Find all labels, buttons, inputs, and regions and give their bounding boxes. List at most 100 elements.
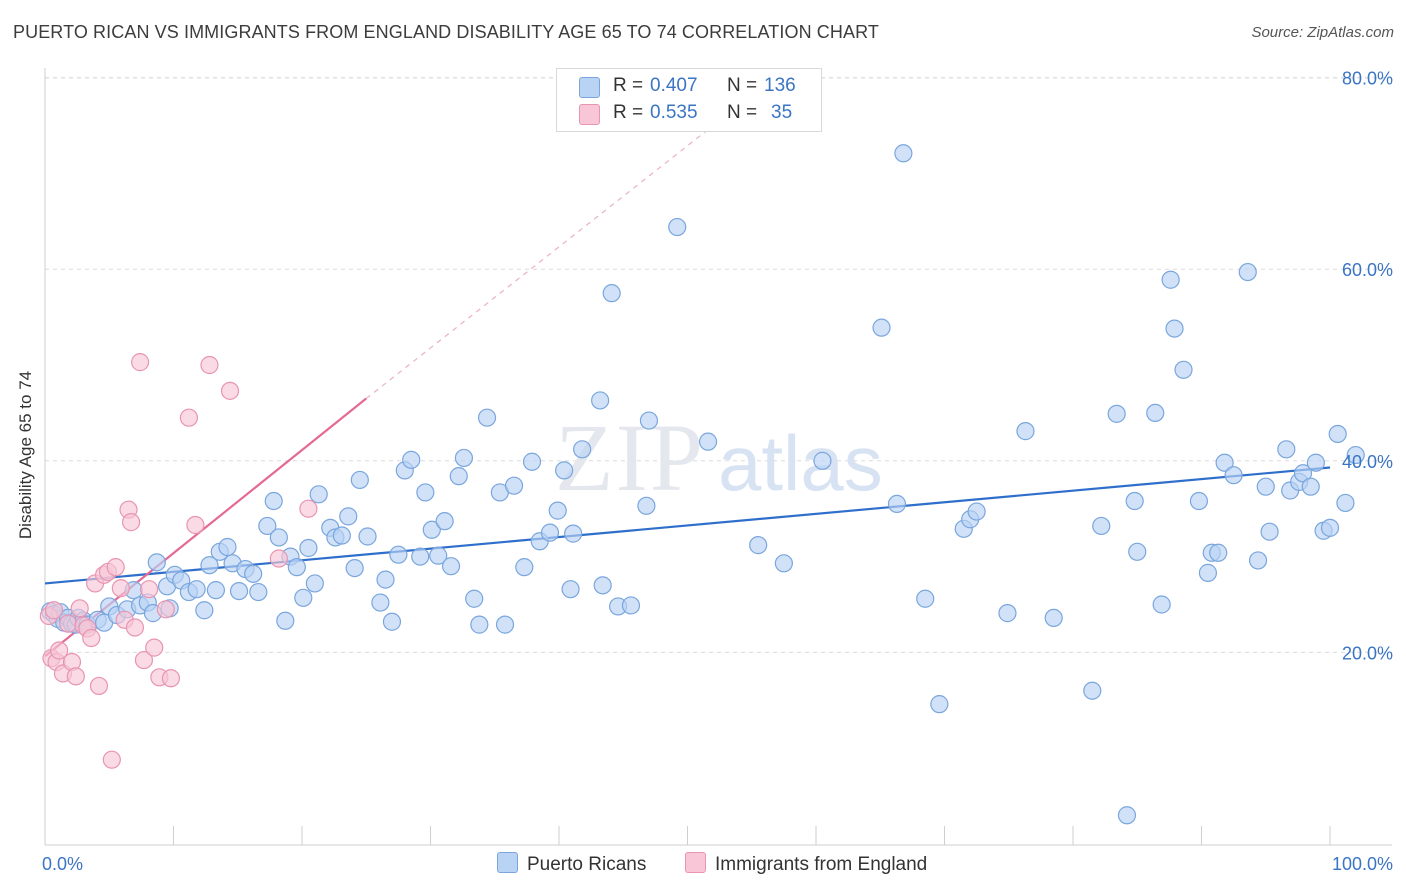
point-puerto-rican bbox=[229, 581, 249, 601]
point-puerto-rican bbox=[299, 538, 318, 558]
point-puerto-rican bbox=[591, 391, 610, 410]
point-puerto-rican bbox=[350, 470, 369, 490]
point-puerto-rican bbox=[555, 461, 574, 480]
point-puerto-rican bbox=[774, 554, 793, 573]
point-puerto-rican bbox=[218, 537, 237, 557]
point-puerto-rican bbox=[371, 593, 390, 612]
point-puerto-rican bbox=[1293, 464, 1313, 483]
point-puerto-rican bbox=[1044, 608, 1063, 628]
point-puerto-rican bbox=[1117, 806, 1137, 825]
point-puerto-rican bbox=[1260, 522, 1279, 541]
y-tick-label: 20.0% bbox=[1342, 643, 1393, 663]
legend-swatch-pink bbox=[579, 104, 600, 125]
point-puerto-rican bbox=[522, 452, 542, 471]
point-puerto-rican bbox=[1146, 403, 1165, 422]
point-puerto-rican bbox=[416, 483, 435, 502]
point-puerto-rican bbox=[1107, 404, 1126, 423]
legend-r-value: 0.535 bbox=[650, 102, 698, 123]
point-puerto-rican bbox=[998, 604, 1017, 623]
point-puerto-rican bbox=[1301, 477, 1320, 496]
trend-line-puerto-ricans bbox=[44, 466, 1331, 585]
point-immigrant-england bbox=[130, 353, 150, 372]
legend-r-value: 0.407 bbox=[650, 75, 698, 96]
axes bbox=[44, 68, 1392, 846]
bottom-legend-swatch-pink bbox=[685, 852, 706, 873]
point-immigrant-england bbox=[106, 558, 125, 577]
watermark-atlas: atlas bbox=[718, 419, 883, 507]
watermark: ZIP atlas bbox=[555, 404, 883, 511]
point-immigrant-england bbox=[111, 579, 130, 598]
point-puerto-rican bbox=[749, 536, 768, 555]
point-immigrant-england bbox=[102, 750, 121, 769]
point-puerto-rican bbox=[894, 144, 913, 163]
point-puerto-rican bbox=[872, 318, 891, 337]
bottom-legend-swatch-blue bbox=[497, 852, 518, 873]
point-puerto-rican bbox=[1198, 563, 1218, 582]
point-puerto-rican bbox=[967, 502, 986, 521]
point-puerto-rican bbox=[402, 450, 421, 469]
point-puerto-rican bbox=[470, 615, 489, 634]
stats-legend: R = 0.407 N = 136 R = 0.535 N = 35 bbox=[556, 68, 822, 132]
point-puerto-rican bbox=[244, 564, 263, 583]
point-puerto-rican bbox=[332, 526, 351, 545]
point-immigrant-england bbox=[269, 549, 288, 568]
point-puerto-rican bbox=[621, 596, 641, 615]
point-puerto-rican bbox=[454, 448, 474, 468]
point-puerto-rican bbox=[1161, 270, 1180, 289]
point-puerto-rican bbox=[345, 558, 364, 578]
point-immigrant-england bbox=[179, 408, 199, 427]
point-puerto-rican bbox=[258, 516, 277, 536]
point-immigrant-england bbox=[125, 618, 145, 637]
point-puerto-rican bbox=[249, 582, 268, 602]
point-puerto-rican bbox=[294, 588, 313, 607]
point-puerto-rican bbox=[422, 520, 441, 539]
point-puerto-rican bbox=[269, 528, 288, 547]
point-immigrant-england bbox=[200, 355, 219, 375]
point-puerto-rican bbox=[1256, 477, 1275, 496]
point-puerto-rican bbox=[573, 440, 592, 459]
point-puerto-rican bbox=[276, 611, 295, 630]
y-tick-label: 40.0% bbox=[1342, 452, 1393, 472]
point-puerto-rican bbox=[1346, 445, 1365, 465]
point-puerto-rican bbox=[1277, 440, 1296, 459]
point-puerto-rican bbox=[449, 467, 468, 486]
point-puerto-rican bbox=[206, 581, 226, 600]
point-immigrant-england bbox=[134, 650, 154, 670]
point-puerto-rican bbox=[187, 580, 206, 599]
bottom-legend-immigrants-england: Immigrants from England bbox=[685, 852, 927, 876]
point-puerto-rican bbox=[411, 547, 430, 566]
point-immigrant-england bbox=[82, 628, 101, 648]
source-label: Source: ZipAtlas.com bbox=[1251, 24, 1394, 41]
point-puerto-rican bbox=[515, 558, 534, 577]
point-puerto-rican bbox=[916, 589, 935, 608]
point-puerto-rican bbox=[1189, 491, 1209, 511]
point-puerto-rican bbox=[637, 496, 656, 515]
point-immigrant-england bbox=[121, 513, 141, 532]
point-puerto-rican bbox=[1128, 542, 1147, 561]
point-puerto-rican bbox=[504, 476, 524, 495]
point-puerto-rican bbox=[147, 553, 166, 572]
point-puerto-rican bbox=[602, 284, 621, 303]
x-tick-label: 100.0% bbox=[1332, 854, 1393, 874]
point-puerto-rican bbox=[1224, 466, 1243, 485]
point-puerto-rican bbox=[264, 491, 283, 511]
legend-swatch-blue bbox=[579, 77, 600, 98]
watermark-zip: ZIP bbox=[555, 404, 705, 511]
point-puerto-rican bbox=[195, 601, 214, 620]
point-puerto-rican bbox=[435, 512, 454, 531]
point-immigrant-england bbox=[299, 499, 318, 518]
bottom-legend-label-2: Immigrants from England bbox=[715, 854, 928, 875]
bottom-legend-puerto-ricans: Puerto Ricans bbox=[497, 852, 646, 876]
y-tick-labels: 20.0% 40.0% 60.0% 80.0% bbox=[1342, 69, 1393, 664]
point-puerto-rican bbox=[1092, 516, 1111, 536]
point-immigrant-england bbox=[220, 381, 240, 400]
point-puerto-rican bbox=[495, 615, 515, 634]
point-puerto-rican bbox=[564, 524, 583, 543]
point-puerto-rican bbox=[287, 558, 306, 577]
point-puerto-rican bbox=[548, 501, 567, 520]
y-tick-label: 80.0% bbox=[1342, 69, 1393, 89]
bottom-legend-label-1: Puerto Ricans bbox=[527, 854, 647, 875]
trend-extension-immigrants-england bbox=[365, 125, 714, 400]
point-puerto-rican bbox=[389, 545, 408, 564]
